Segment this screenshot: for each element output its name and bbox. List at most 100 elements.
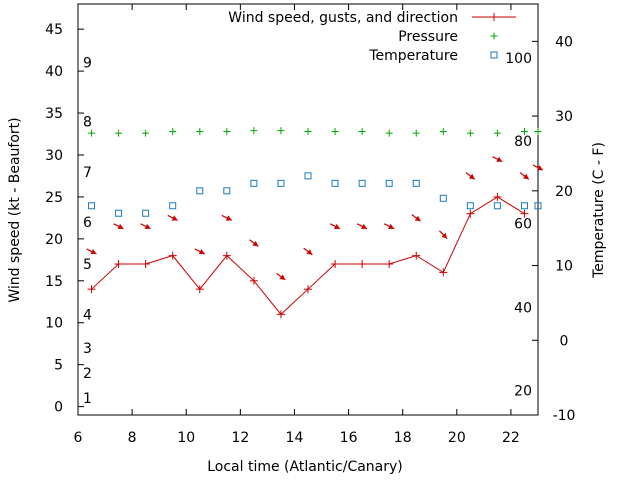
pressure-point: [277, 127, 285, 135]
fahrenheit-label: 60: [514, 217, 532, 233]
direction-arrow-head: [522, 173, 529, 180]
y-tick-label: 15: [45, 274, 63, 290]
beaufort-label: 8: [83, 114, 92, 130]
pressure-point: [115, 129, 123, 137]
legend-swatch-marker: [490, 32, 498, 40]
fahrenheit-label: 40: [514, 300, 532, 316]
temperature-point: [250, 179, 258, 187]
wind-speed-point: [222, 251, 231, 260]
temperature-point: [331, 179, 339, 187]
wind-speed-point: [249, 276, 258, 285]
direction-arrow: [519, 172, 530, 180]
direction-arrow: [532, 164, 544, 171]
x-axis: 6 8 10 12 14 16 18 20 22: [74, 4, 520, 446]
pressure-point: [385, 129, 393, 137]
temperature-point: [358, 179, 366, 187]
beaufort-label: 9: [83, 56, 92, 72]
y-tick-label: 45: [45, 22, 63, 38]
wind-speed-point: [412, 251, 421, 260]
direction-arrow-head: [171, 215, 178, 221]
temperature-point: [304, 172, 312, 180]
fahrenheit-label: 80: [514, 134, 532, 150]
x-tick-label: 18: [394, 430, 412, 446]
fahrenheit-label: 100: [505, 51, 532, 67]
direction-arrow: [86, 248, 97, 255]
x-tick-label: 16: [340, 430, 358, 446]
direction-arrow-head: [117, 223, 124, 229]
plot-frame: [77, 3, 539, 416]
direction-arrow-head: [252, 240, 259, 247]
wind-speed-point: [331, 260, 340, 269]
temperature-point: [520, 202, 528, 210]
temperature-point: [223, 187, 231, 195]
temperature-point: [277, 179, 285, 187]
y-tick-label: 10: [45, 316, 63, 332]
legend-swatch-marker: [490, 51, 498, 59]
pressure-point: [331, 127, 339, 135]
direction-arrow-head: [144, 223, 151, 229]
beaufort-label: 2: [83, 366, 92, 382]
temperature-point: [412, 179, 420, 187]
pressure-point: [142, 129, 150, 137]
wind-speed-point: [87, 285, 96, 294]
legend-label: Temperature: [368, 48, 458, 64]
pressure-point: [223, 127, 231, 135]
direction-arrow-head: [306, 249, 313, 255]
wind-speed-point: [141, 260, 150, 269]
wind-speed-point: [304, 285, 312, 294]
direction-arrow-head: [536, 165, 543, 171]
pressure-point: [88, 129, 96, 137]
temperature-point: [466, 202, 474, 210]
direction-arrow-head: [225, 215, 232, 221]
direction-arrow: [492, 156, 503, 163]
temperature-point: [142, 209, 150, 217]
temperature-point: [385, 179, 393, 187]
direction-arrow-head: [414, 215, 421, 222]
legend-label: Pressure: [398, 29, 458, 45]
pressure-point: [196, 127, 204, 135]
pressure-point: [439, 127, 447, 135]
direction-arrow: [303, 247, 313, 256]
wind-speed-point: [520, 209, 529, 218]
beaufort-label: 7: [83, 165, 92, 181]
y-tick-label: 20: [45, 232, 63, 248]
temperature-point: [534, 202, 542, 210]
direction-arrow: [276, 272, 286, 281]
x-tick-label: 6: [74, 430, 83, 446]
y-tick-label: 0: [54, 400, 63, 416]
temperature-point: [88, 202, 96, 210]
direction-arrow: [465, 172, 476, 180]
direction-arrow-head: [198, 248, 205, 255]
pressure-point: [250, 127, 258, 135]
y-tick-label: 25: [45, 190, 63, 206]
wind-speed-line: [91, 196, 525, 316]
direction-arrow-head: [468, 173, 475, 180]
y-tick-label: 35: [45, 106, 63, 122]
legend: Wind speed, gusts, and direction Pressure…: [228, 10, 516, 64]
temperature-point: [196, 187, 204, 195]
direction-arrow-head: [361, 223, 368, 229]
wind-speed-point: [466, 209, 475, 218]
direction-arrow-head: [334, 223, 341, 229]
y2-axis-title: Temperature (C - F): [591, 142, 607, 279]
y2-tick-label: 40: [555, 34, 573, 50]
x-tick-label: 12: [231, 430, 249, 446]
pressure-point: [520, 127, 528, 135]
pressure-point: [466, 129, 474, 137]
y-axis-title: Wind speed (kt - Beaufort): [7, 117, 23, 302]
y2-tick-label: 10: [555, 259, 573, 275]
beaufort-label: 6: [83, 215, 92, 231]
temperature-point: [115, 209, 123, 217]
beaufort-label: 1: [83, 391, 92, 407]
pressure-point: [304, 127, 312, 135]
legend-swatch-marker: [490, 13, 498, 21]
x-tick-label: 14: [286, 430, 304, 446]
wind-speed-point: [195, 285, 204, 294]
direction-arrow: [221, 214, 233, 221]
direction-arrow: [194, 248, 205, 255]
x-tick-label: 22: [502, 430, 520, 446]
direction-arrows: [86, 156, 544, 281]
wind-speed-point: [276, 310, 285, 319]
pressure-point: [169, 127, 177, 135]
